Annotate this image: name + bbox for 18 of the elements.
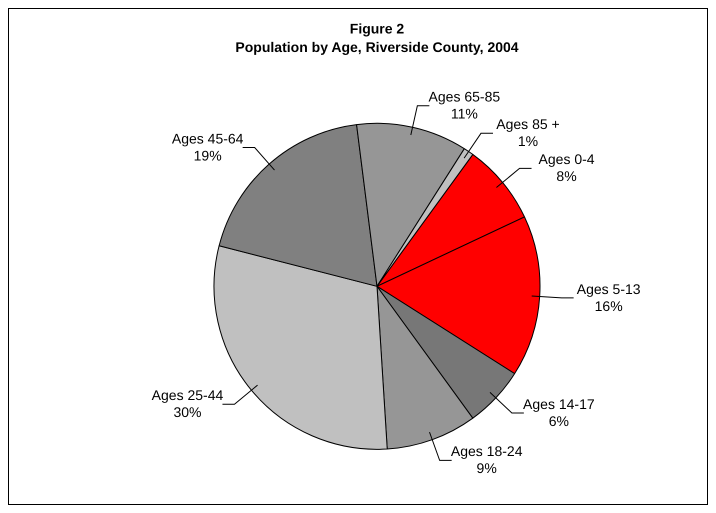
- slice-label: Ages 14-17: [523, 396, 595, 412]
- data-label: 19%: [194, 147, 222, 164]
- slice-label: Ages 25-44: [152, 387, 224, 404]
- data-label: 11%: [450, 106, 478, 122]
- slice-label: Ages 5-13: [576, 280, 641, 297]
- data-label: 30%: [173, 404, 202, 420]
- chart-subtitle: Population by Age, Riverside County, 2004: [235, 39, 519, 56]
- data-label: 1%: [518, 133, 538, 150]
- slice-label: Ages 0-4: [538, 151, 595, 168]
- chart-title: Figure 2: [350, 20, 404, 36]
- slice-label: Ages 45-64: [172, 130, 244, 146]
- slice-label: Ages 65-85: [428, 88, 500, 105]
- data-label: 8%: [556, 168, 577, 184]
- slice-label: Ages 18-24: [450, 443, 523, 460]
- slice-label: Ages 85 +: [496, 116, 560, 132]
- data-label: 6%: [548, 412, 569, 429]
- data-label: 9%: [476, 460, 497, 476]
- data-label: 16%: [594, 298, 623, 314]
